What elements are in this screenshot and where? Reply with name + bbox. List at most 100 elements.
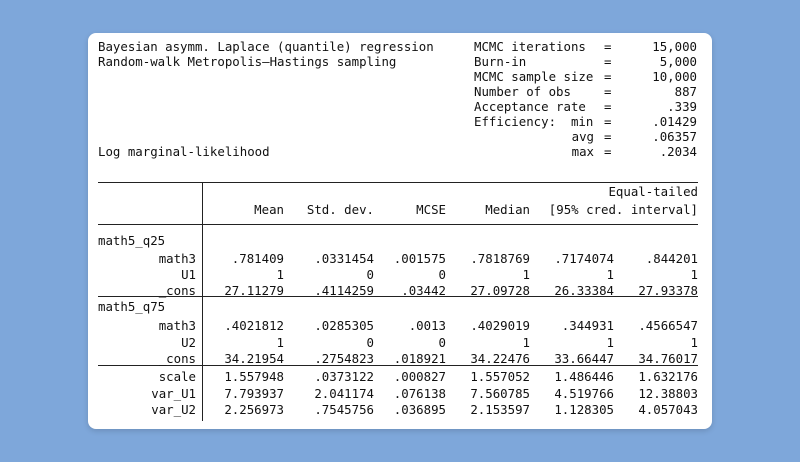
table-cell: 1.557052 bbox=[470, 369, 530, 384]
table-cell: 7.793937 bbox=[224, 386, 284, 401]
table-cell: .0285305 bbox=[314, 318, 374, 333]
column-header: Mean bbox=[254, 202, 284, 217]
stat-eq: = bbox=[604, 84, 612, 99]
row-label: U1 bbox=[181, 267, 196, 282]
row-label: var_U2 bbox=[151, 402, 196, 417]
table-cell: 33.66447 bbox=[554, 351, 614, 366]
group-name: math5_q75 bbox=[98, 299, 166, 314]
table-cell: 7.560785 bbox=[470, 386, 530, 401]
table-cell: .2754823 bbox=[314, 351, 374, 366]
table-cell: .076138 bbox=[393, 386, 446, 401]
output-card: Bayesian asymm. Laplace (quantile) regre… bbox=[88, 33, 712, 429]
table-cell: 0 bbox=[438, 267, 446, 282]
table-cell: .844201 bbox=[645, 251, 698, 266]
stat-value: .06357 bbox=[652, 129, 697, 144]
table-cell: 1 bbox=[276, 335, 284, 350]
table-cell: 34.22476 bbox=[470, 351, 530, 366]
row-label: math3 bbox=[158, 251, 196, 266]
stat-value: .2034 bbox=[659, 144, 697, 159]
column-header: Median bbox=[485, 202, 530, 217]
model-title: Bayesian asymm. Laplace (quantile) regre… bbox=[98, 39, 434, 54]
row-label: scale bbox=[158, 369, 196, 384]
stat-label: MCMC sample size bbox=[474, 69, 594, 84]
table-cell: 1 bbox=[522, 335, 530, 350]
stat-value: 887 bbox=[674, 84, 697, 99]
table-cell: .4566547 bbox=[638, 318, 698, 333]
table-cell: 1 bbox=[690, 267, 698, 282]
table-cell: 2.256973 bbox=[224, 402, 284, 417]
table-cell: 34.21954 bbox=[224, 351, 284, 366]
log-marginal-likelihood-label: Log marginal-likelihood bbox=[98, 144, 270, 159]
table-cell: 1.128305 bbox=[554, 402, 614, 417]
row-label: U2 bbox=[181, 335, 196, 350]
table-cell: .0331454 bbox=[314, 251, 374, 266]
stat-eq: = bbox=[604, 99, 612, 114]
stat-eq: = bbox=[604, 54, 612, 69]
table-cell: .0013 bbox=[408, 318, 446, 333]
stat-eq: = bbox=[604, 39, 612, 54]
table-cell: .7818769 bbox=[470, 251, 530, 266]
table-cell: 2.041174 bbox=[314, 386, 374, 401]
row-label: math3 bbox=[158, 318, 196, 333]
stat-label: Efficiency: min bbox=[474, 114, 594, 129]
table-cell: .018921 bbox=[393, 351, 446, 366]
table-cell: .001575 bbox=[393, 251, 446, 266]
table-cell: .4114259 bbox=[314, 283, 374, 298]
table-cell: .03442 bbox=[401, 283, 446, 298]
column-header: [95% cred. interval] bbox=[548, 202, 698, 217]
table-cell: 1 bbox=[276, 267, 284, 282]
table-cell: 1 bbox=[606, 335, 614, 350]
table-cell: 2.153597 bbox=[470, 402, 530, 417]
table-cell: 1 bbox=[522, 267, 530, 282]
table-cell: 1 bbox=[690, 335, 698, 350]
stat-eq: = bbox=[604, 144, 612, 159]
table-top-rule bbox=[98, 182, 698, 183]
table-cell: 4.057043 bbox=[638, 402, 698, 417]
stat-value: .01429 bbox=[652, 114, 697, 129]
super-header: Equal-tailed bbox=[608, 184, 698, 199]
table-cell: 1 bbox=[606, 267, 614, 282]
stat-eq: = bbox=[604, 69, 612, 84]
header-rule bbox=[98, 224, 698, 225]
row-label: _cons bbox=[158, 283, 196, 298]
stat-value: 5,000 bbox=[659, 54, 697, 69]
table-stub-divider bbox=[202, 182, 203, 421]
row-label: _cons bbox=[158, 351, 196, 366]
group-rule bbox=[98, 365, 698, 366]
stat-value: 15,000 bbox=[652, 39, 697, 54]
table-cell: 1.557948 bbox=[224, 369, 284, 384]
stat-label: MCMC iterations bbox=[474, 39, 586, 54]
stat-label: max bbox=[571, 144, 594, 159]
table-cell: 4.519766 bbox=[554, 386, 614, 401]
table-cell: 27.11279 bbox=[224, 283, 284, 298]
table-cell: .781409 bbox=[231, 251, 284, 266]
group-name: math5_q25 bbox=[98, 233, 166, 248]
table-cell: 27.93378 bbox=[638, 283, 698, 298]
table-cell: .036895 bbox=[393, 402, 446, 417]
stat-label: Burn-in bbox=[474, 54, 527, 69]
stat-value: .339 bbox=[667, 99, 697, 114]
stat-label: avg bbox=[571, 129, 594, 144]
table-cell: .7174074 bbox=[554, 251, 614, 266]
table-cell: .7545756 bbox=[314, 402, 374, 417]
column-header: MCSE bbox=[416, 202, 446, 217]
table-cell: 1.632176 bbox=[638, 369, 698, 384]
table-cell: 0 bbox=[366, 335, 374, 350]
row-label: var_U1 bbox=[151, 386, 196, 401]
table-cell: .4021812 bbox=[224, 318, 284, 333]
table-cell: 12.38803 bbox=[638, 386, 698, 401]
table-cell: 34.76017 bbox=[638, 351, 698, 366]
table-cell: 0 bbox=[366, 267, 374, 282]
stat-eq: = bbox=[604, 114, 612, 129]
group-rule bbox=[98, 296, 698, 297]
table-cell: 1.486446 bbox=[554, 369, 614, 384]
stat-value: 10,000 bbox=[652, 69, 697, 84]
table-cell: 27.09728 bbox=[470, 283, 530, 298]
table-cell: 0 bbox=[438, 335, 446, 350]
column-header: Std. dev. bbox=[306, 202, 374, 217]
table-cell: .000827 bbox=[393, 369, 446, 384]
table-cell: .4029019 bbox=[470, 318, 530, 333]
table-cell: 26.33384 bbox=[554, 283, 614, 298]
stat-eq: = bbox=[604, 129, 612, 144]
stat-label: Number of obs bbox=[474, 84, 571, 99]
